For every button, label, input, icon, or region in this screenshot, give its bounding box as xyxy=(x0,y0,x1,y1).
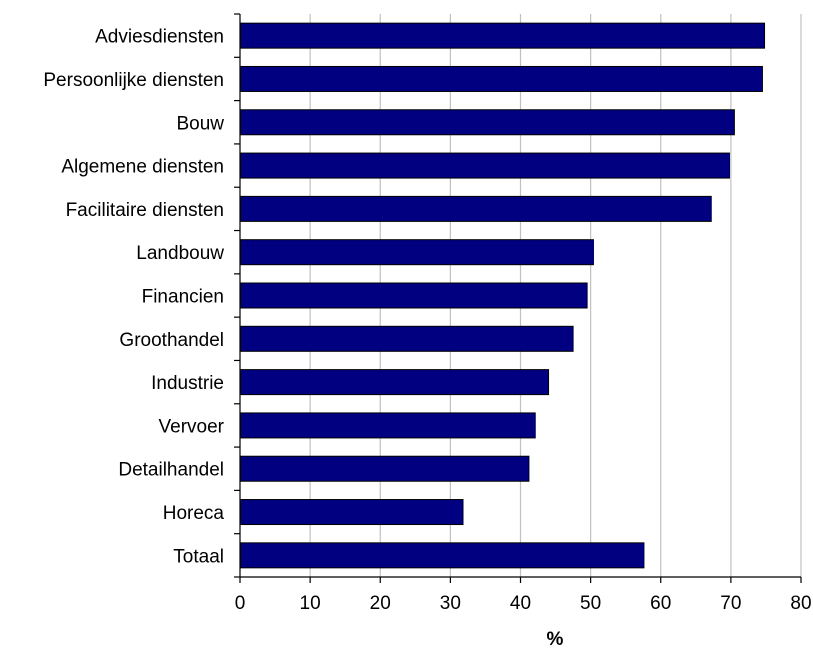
bar-horeca xyxy=(239,499,464,526)
x-tick-label: 30 xyxy=(440,593,461,614)
category-label: Landbouw xyxy=(136,243,224,264)
category-labels: Adviesdiensten Persoonlijke diensten Bouw A… xyxy=(43,27,224,568)
bars xyxy=(239,22,766,569)
bar-totaal xyxy=(239,542,645,569)
x-tick-label: 70 xyxy=(720,593,741,614)
x-tick-label: 20 xyxy=(370,593,391,614)
bar-groothandel xyxy=(239,325,574,352)
bar-algemene-diensten xyxy=(239,152,730,179)
category-label: Detailhandel xyxy=(118,460,224,481)
axes xyxy=(234,13,802,583)
bar-detailhandel xyxy=(239,455,530,482)
category-label: Facilitaire diensten xyxy=(66,200,224,221)
x-tick-label: 40 xyxy=(510,593,531,614)
x-tick-label: 50 xyxy=(580,593,601,614)
category-label: Persoonlijke diensten xyxy=(43,70,224,91)
category-label: Vervoer xyxy=(159,416,225,437)
x-tick-label: 0 xyxy=(235,593,246,614)
bar-facilitaire-diensten xyxy=(239,195,712,222)
x-tick-label: 10 xyxy=(300,593,321,614)
x-axis-title: % xyxy=(547,629,564,650)
category-label: Bouw xyxy=(176,113,224,134)
bar-industrie xyxy=(239,369,550,396)
bar-adviesdiensten xyxy=(239,22,766,49)
category-label: Industrie xyxy=(151,373,224,394)
category-label: Financien xyxy=(142,287,224,308)
x-tick-label: 60 xyxy=(650,593,671,614)
category-label: Horeca xyxy=(163,503,225,524)
bar-persoonlijke-diensten xyxy=(239,65,763,92)
category-label: Groothandel xyxy=(119,330,224,351)
bar-financien xyxy=(239,282,588,309)
bar-bouw xyxy=(239,109,735,136)
bar-landbouw xyxy=(239,239,594,266)
category-label: Totaal xyxy=(173,546,224,567)
x-tick-label: 80 xyxy=(790,593,811,614)
category-label: Adviesdiensten xyxy=(95,27,224,48)
bar-vervoer xyxy=(239,412,536,439)
category-label: Algemene diensten xyxy=(61,157,224,178)
x-tick-labels: 0 10 20 30 40 50 60 70 80 xyxy=(235,593,812,614)
